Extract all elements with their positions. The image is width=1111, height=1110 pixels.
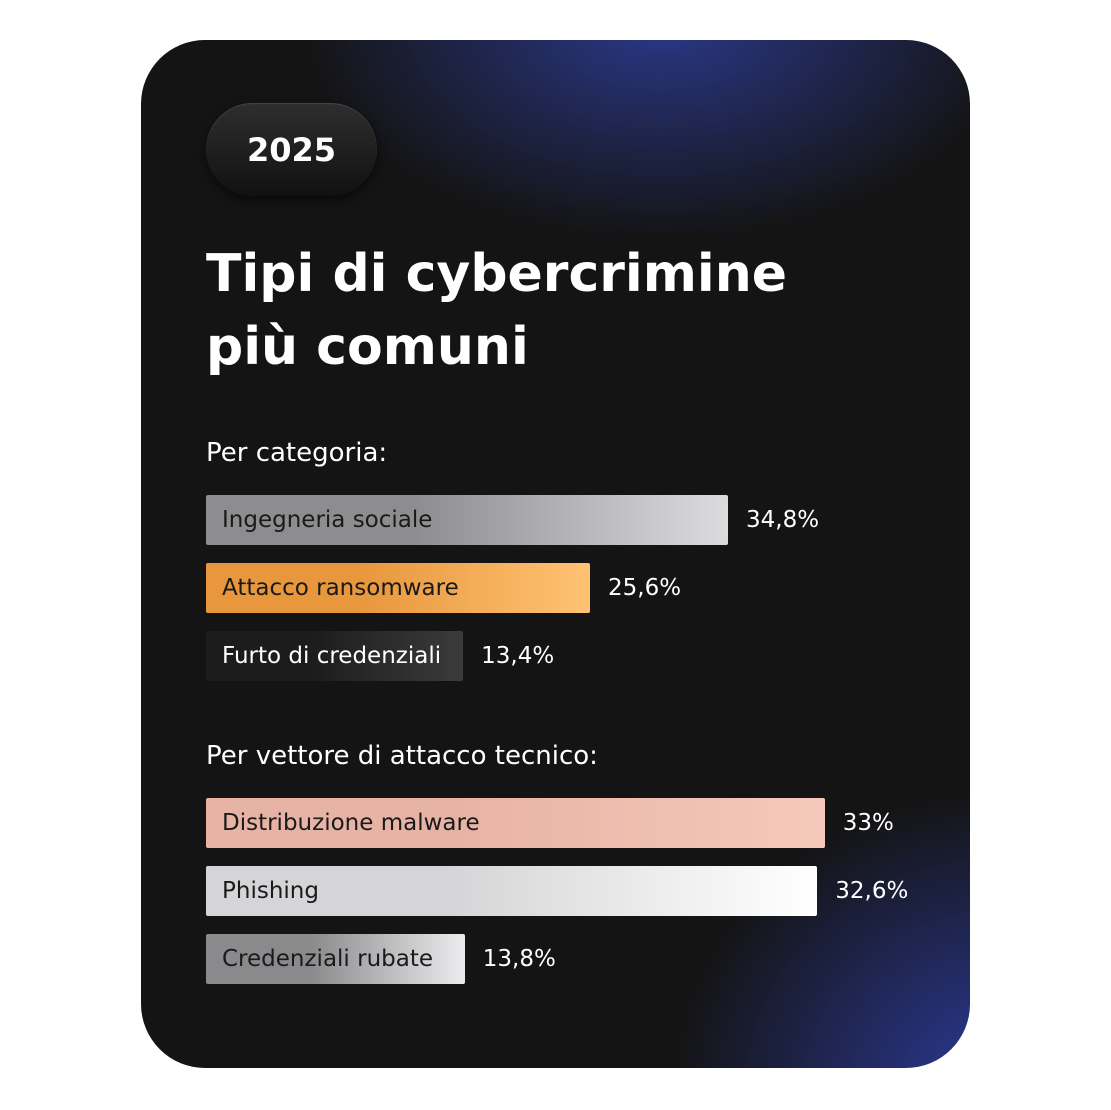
bar-label: Credenziali rubate: [222, 946, 434, 972]
year-badge: 2025: [206, 103, 377, 196]
bar-label: Furto di credenziali: [222, 643, 442, 669]
value-label: 13,4%: [481, 643, 555, 669]
chart-title: Per categoria:: [206, 438, 388, 468]
bar: Attacco ransomware: [206, 563, 590, 613]
bar: Credenziali rubate: [206, 934, 465, 984]
bar: Ingegneria sociale: [206, 495, 728, 545]
value-label: 33%: [842, 810, 894, 836]
value-label: 13,8%: [482, 946, 556, 972]
bar: Phishing: [206, 866, 818, 916]
card: 2025 Tipi di cybercrimine più comuni Per…: [141, 40, 970, 1068]
bar-label: Ingegneria sociale: [222, 507, 433, 533]
bar-row: Ingegneria sociale 34,8%: [206, 495, 819, 545]
bar-row: Credenziali rubate 13,8%: [206, 934, 908, 984]
bar-row: Attacco ransomware 25,6%: [206, 563, 819, 613]
value-label: 32,6%: [835, 878, 909, 904]
value-label: 25,6%: [608, 575, 682, 601]
bar-label: Distribuzione malware: [222, 810, 480, 836]
chart: Per categoria: Ingegneria sociale 34,8% Att…: [206, 435, 819, 699]
bar-row: Distribuzione malware 33%: [206, 798, 908, 848]
bar-label: Attacco ransomware: [222, 575, 459, 601]
bar-label: Phishing: [222, 878, 319, 904]
bar-row: Furto di credenziali 13,4%: [206, 631, 819, 681]
bar: Furto di credenziali: [206, 631, 464, 681]
bar-row: Phishing 32,6%: [206, 866, 908, 916]
value-label: 34,8%: [746, 507, 820, 533]
chart-title: Per vettore di attacco tecnico:: [206, 741, 598, 771]
chart: Per vettore di attacco tecnico: Distribuz…: [206, 738, 908, 1002]
title: Tipi di cybercrimine più comuni: [206, 244, 788, 377]
bar: Distribuzione malware: [206, 798, 825, 848]
